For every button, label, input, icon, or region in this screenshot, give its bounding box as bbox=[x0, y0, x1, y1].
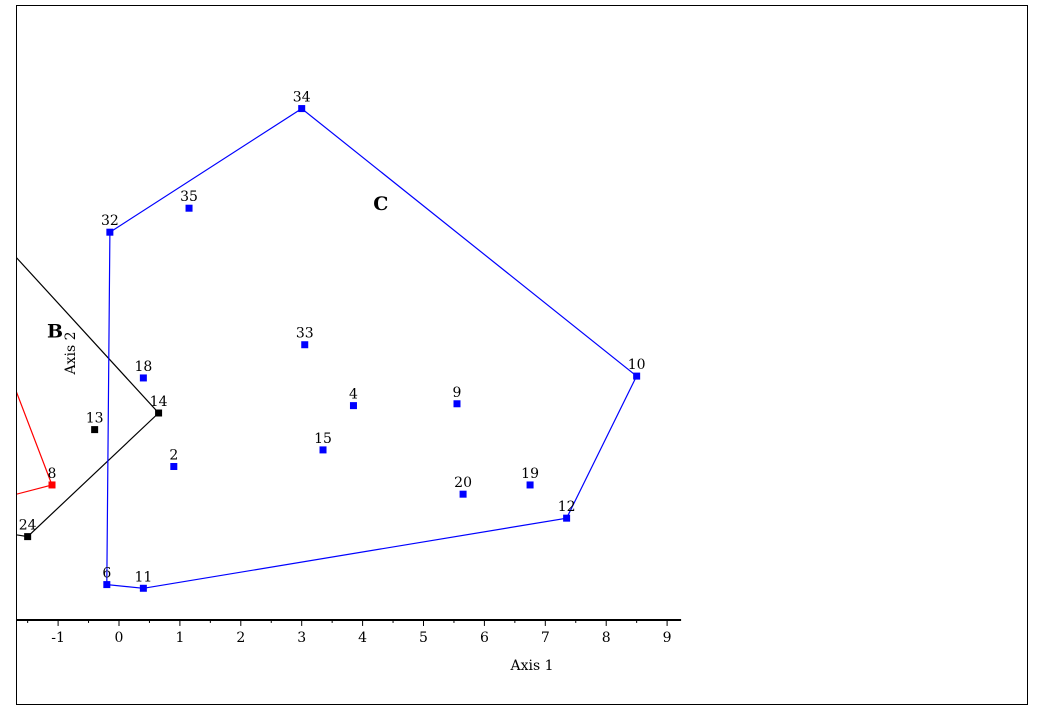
point-14 bbox=[155, 409, 163, 417]
point-label-19: 19 bbox=[521, 466, 539, 482]
point-label-15: 15 bbox=[314, 431, 332, 447]
y-axis-title: Axis 2 bbox=[63, 331, 79, 375]
point-11 bbox=[139, 584, 147, 592]
hull-B bbox=[17, 257, 160, 538]
axes bbox=[17, 618, 682, 621]
point-24 bbox=[24, 533, 32, 541]
point-label-32: 32 bbox=[101, 213, 119, 229]
point-label-9: 9 bbox=[453, 385, 462, 401]
point-20 bbox=[459, 490, 467, 498]
group-label-B: B bbox=[47, 320, 63, 342]
point-label-4: 4 bbox=[349, 387, 358, 403]
point-15 bbox=[319, 446, 327, 454]
x-tick-label: -1 bbox=[51, 630, 65, 646]
x-tick-label: 3 bbox=[297, 630, 306, 646]
point-32 bbox=[106, 228, 114, 236]
x-tick-label: 7 bbox=[541, 630, 550, 646]
point-label-10: 10 bbox=[628, 357, 646, 373]
x-axis-title: Axis 1 bbox=[509, 658, 553, 674]
point-35 bbox=[185, 204, 193, 212]
point-9 bbox=[453, 400, 461, 408]
x-tick-label: 1 bbox=[175, 630, 184, 646]
point-19 bbox=[526, 481, 534, 489]
point-34 bbox=[298, 105, 306, 113]
point-label-24: 24 bbox=[19, 518, 37, 534]
point-label-18: 18 bbox=[134, 359, 152, 375]
x-tick-label: 6 bbox=[480, 630, 489, 646]
x-tick-label: 4 bbox=[358, 630, 367, 646]
x-tick-label: 9 bbox=[663, 630, 672, 646]
group-labels: ABC bbox=[47, 193, 388, 342]
group-label-C: C bbox=[373, 193, 388, 215]
point-6 bbox=[103, 581, 111, 589]
x-tick-label: 2 bbox=[236, 630, 245, 646]
scatter-chart: -5-4-3-2-10123456789-5-4-3-2-10123456789… bbox=[17, 90, 682, 674]
point-label-13: 13 bbox=[86, 411, 104, 427]
point-2 bbox=[170, 463, 178, 471]
data-points bbox=[24, 105, 641, 592]
point-33 bbox=[301, 341, 309, 349]
hull-C bbox=[106, 107, 638, 589]
point-label-20: 20 bbox=[454, 475, 472, 491]
point-4 bbox=[349, 402, 357, 410]
chart-frame: -5-4-3-2-10123456789-5-4-3-2-10123456789… bbox=[16, 5, 1028, 705]
x-tick-label: 8 bbox=[602, 630, 611, 646]
point-label-11: 11 bbox=[134, 569, 152, 585]
point-label-12: 12 bbox=[558, 499, 576, 515]
point-label-34: 34 bbox=[293, 90, 311, 106]
point-12 bbox=[563, 514, 571, 522]
x-tick-label: 0 bbox=[115, 630, 124, 646]
point-18 bbox=[139, 374, 147, 382]
point-8 bbox=[48, 481, 56, 489]
group-hulls bbox=[17, 107, 638, 589]
point-label-35: 35 bbox=[180, 189, 198, 205]
point-label-14: 14 bbox=[150, 394, 168, 410]
point-labels: 1578163172122361314313023262527282924246… bbox=[19, 90, 646, 586]
x-tick-label: 5 bbox=[419, 630, 428, 646]
point-label-8: 8 bbox=[48, 466, 57, 482]
point-label-2: 2 bbox=[169, 448, 178, 464]
point-13 bbox=[91, 426, 99, 434]
point-10 bbox=[633, 372, 641, 380]
point-label-33: 33 bbox=[296, 326, 314, 342]
point-label-6: 6 bbox=[102, 566, 111, 582]
